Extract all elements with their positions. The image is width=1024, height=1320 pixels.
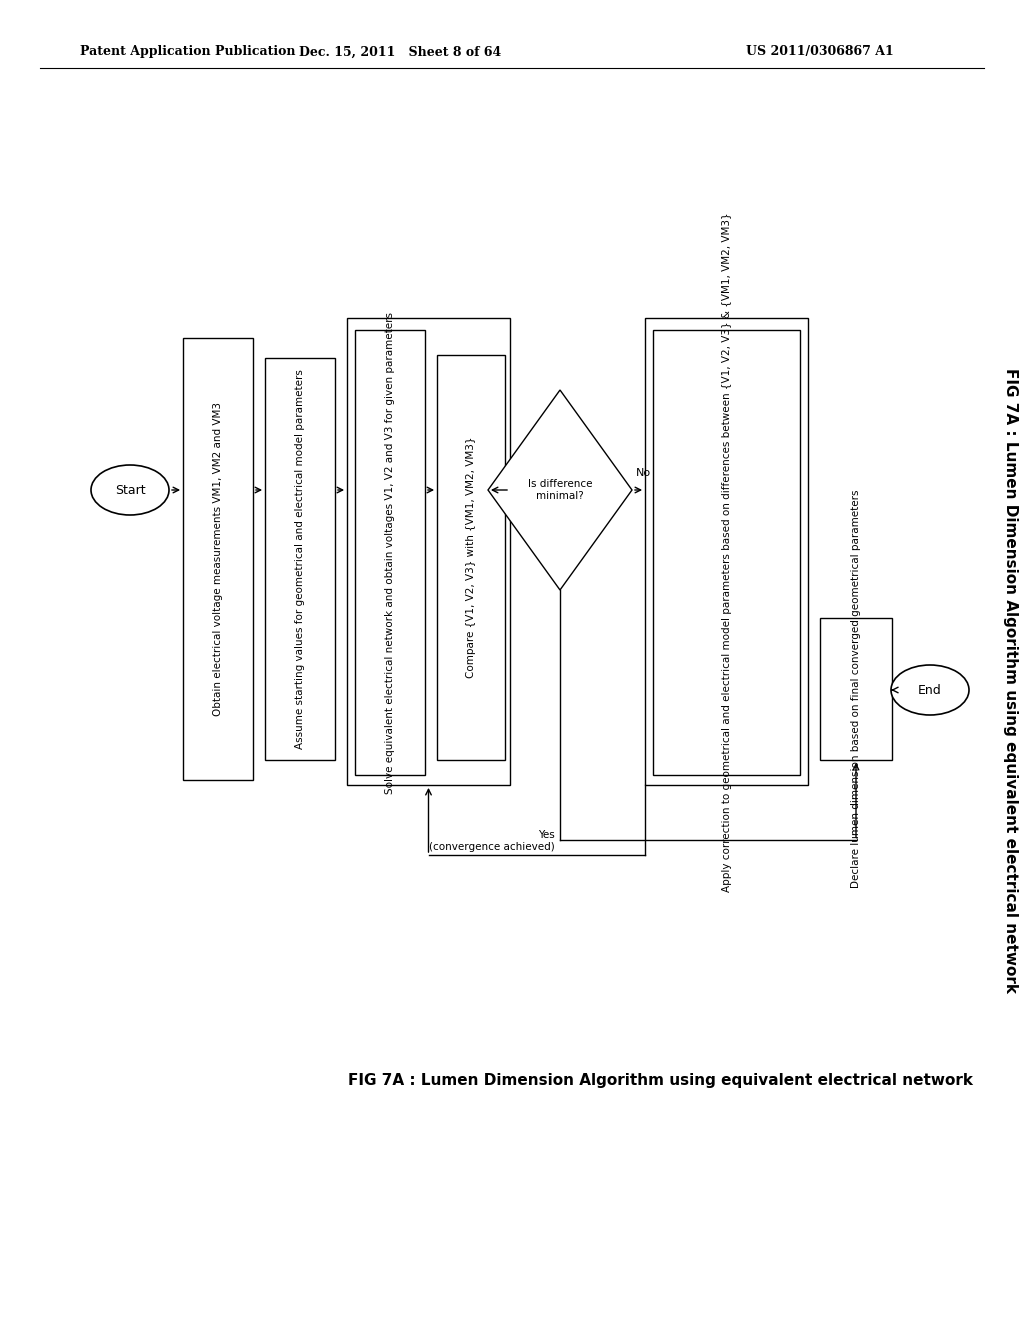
Text: Patent Application Publication: Patent Application Publication	[80, 45, 296, 58]
Text: Solve equivalent electrical network and obtain voltages V1, V2 and V3 for given : Solve equivalent electrical network and …	[385, 312, 395, 793]
Bar	[653, 330, 800, 775]
Bar	[645, 318, 808, 785]
Text: End: End	[919, 684, 942, 697]
Text: No: No	[636, 469, 651, 478]
Polygon shape	[488, 389, 632, 590]
Text: Apply correction to geometrical and electrical model parameters based on differe: Apply correction to geometrical and elec…	[722, 213, 731, 892]
Text: FIG 7A : Lumen Dimension Algorithm using equivalent electrical network: FIG 7A : Lumen Dimension Algorithm using…	[1002, 367, 1018, 993]
Text: Start: Start	[115, 483, 145, 496]
Text: FIG 7A : Lumen Dimension Algorithm using equivalent electrical network: FIG 7A : Lumen Dimension Algorithm using…	[347, 1072, 973, 1088]
Bar	[355, 330, 425, 775]
Text: US 2011/0306867 A1: US 2011/0306867 A1	[746, 45, 894, 58]
Text: Declare lumen dimension based on final converged geometrical parameters: Declare lumen dimension based on final c…	[851, 490, 861, 888]
Text: Dec. 15, 2011   Sheet 8 of 64: Dec. 15, 2011 Sheet 8 of 64	[299, 45, 501, 58]
Ellipse shape	[891, 665, 969, 715]
Bar	[183, 338, 253, 780]
Bar	[820, 618, 892, 760]
Text: Obtain electrical voltage measurements VM1, VM2 and VM3: Obtain electrical voltage measurements V…	[213, 403, 223, 715]
Text: Yes
(convergence achieved): Yes (convergence achieved)	[429, 830, 555, 851]
Bar	[437, 355, 505, 760]
Text: Is difference
minimal?: Is difference minimal?	[527, 479, 592, 500]
Bar	[347, 318, 510, 785]
Bar	[265, 358, 335, 760]
Text: Compare {V1, V2, V3} with {VM1, VM2, VM3}: Compare {V1, V2, V3} with {VM1, VM2, VM3…	[466, 437, 476, 678]
Ellipse shape	[91, 465, 169, 515]
Text: Assume starting values for geometrical and electrical model parameters: Assume starting values for geometrical a…	[295, 370, 305, 748]
